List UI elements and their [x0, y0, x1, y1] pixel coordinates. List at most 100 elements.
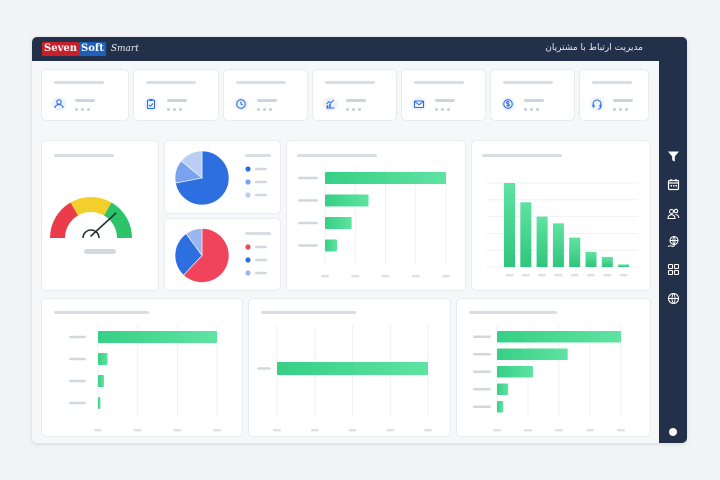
x-tick-placeholder	[505, 274, 514, 277]
kpi-dots	[613, 108, 628, 111]
users-icon[interactable]	[667, 207, 680, 220]
kpi-dots	[524, 108, 539, 111]
y-label-placeholder	[69, 335, 86, 339]
kpi-card[interactable]	[312, 69, 397, 121]
kpi-dots	[257, 108, 272, 111]
gauge-segment	[104, 202, 132, 238]
kpi-card[interactable]	[401, 69, 486, 121]
dollar-icon	[501, 97, 515, 111]
app-window: Seven Soft Smart مدیریت ارتباط با مشتریا…	[32, 37, 687, 443]
logo-part-smart: Smart	[110, 43, 139, 54]
pie-slice	[183, 228, 230, 283]
bar	[618, 264, 630, 267]
gauge-value-placeholder	[84, 249, 116, 254]
kpi-card[interactable]	[579, 69, 649, 121]
x-tick-placeholder	[321, 275, 329, 278]
pie-slice	[180, 150, 203, 179]
x-tick-placeholder	[617, 429, 625, 432]
filter-icon[interactable]	[667, 150, 680, 163]
x-tick-placeholder	[442, 275, 450, 278]
kpi-card[interactable]	[41, 69, 129, 121]
horizontal-bar-chart-2	[69, 325, 221, 432]
bar	[497, 331, 621, 343]
kpi-card[interactable]	[223, 69, 308, 121]
legend-swatch	[245, 166, 251, 172]
logo-part-seven: Seven	[42, 41, 80, 56]
legend-label-placeholder	[255, 180, 267, 184]
legend-swatch	[245, 257, 251, 263]
y-label-placeholder	[69, 357, 86, 361]
y-label-placeholder	[473, 370, 491, 373]
clipboard-icon	[144, 97, 158, 111]
legend-label-placeholder	[255, 193, 267, 197]
card-title-placeholder	[54, 311, 149, 314]
y-label-placeholder	[473, 388, 491, 391]
y-label-placeholder	[298, 176, 318, 180]
gauge-chart	[50, 197, 132, 254]
kpi-title-placeholder	[414, 81, 464, 84]
bar	[585, 251, 597, 267]
card-title-placeholder	[297, 154, 377, 157]
x-tick-placeholder	[94, 429, 102, 432]
bar-card-4	[248, 298, 451, 437]
bar	[98, 331, 217, 343]
calendar-icon[interactable]	[667, 178, 680, 191]
bar	[552, 223, 564, 267]
kpi-title-placeholder	[54, 81, 104, 84]
kpi-title-placeholder	[236, 81, 286, 84]
x-tick-placeholder	[386, 429, 395, 432]
y-label-placeholder	[298, 199, 318, 202]
kpi-dots	[75, 108, 90, 111]
card-title-placeholder	[469, 311, 557, 314]
globe-hand-icon[interactable]	[667, 235, 680, 248]
pie-chart-1	[174, 150, 271, 206]
pie-card-2	[164, 218, 281, 291]
x-tick-placeholder	[348, 429, 357, 432]
legend-label-placeholder	[255, 271, 267, 275]
kpi-value-placeholder	[613, 99, 633, 102]
bar	[497, 366, 533, 378]
mail-icon	[412, 97, 426, 111]
card-title-placeholder	[482, 154, 562, 157]
bar	[325, 217, 352, 229]
pie-card-1	[164, 140, 281, 214]
user-icon	[52, 97, 66, 111]
grid-icon[interactable]	[667, 263, 680, 276]
bar-card-5	[456, 298, 651, 437]
y-label-placeholder	[69, 379, 86, 383]
brand-logo: Seven Soft Smart	[42, 41, 139, 56]
bar-card-2	[471, 140, 651, 291]
kpi-value-placeholder	[346, 99, 366, 102]
kpi-dots	[167, 108, 182, 111]
x-tick-placeholder	[310, 429, 319, 432]
kpi-card[interactable]	[133, 69, 219, 121]
bar	[520, 202, 532, 267]
bar	[325, 194, 369, 207]
bar	[504, 183, 515, 267]
logo-part-soft: Soft	[79, 41, 106, 56]
card-title-placeholder	[261, 311, 356, 314]
legend-label-placeholder	[255, 258, 267, 262]
kpi-value-placeholder	[75, 99, 95, 102]
x-tick-placeholder	[411, 275, 420, 278]
chart-up-icon	[323, 97, 337, 111]
bar	[98, 375, 104, 387]
x-tick-placeholder	[273, 429, 281, 432]
x-tick-placeholder	[524, 429, 532, 432]
gauge-card	[41, 140, 159, 291]
x-tick-placeholder	[213, 429, 221, 432]
kpi-card[interactable]	[490, 69, 575, 121]
horizontal-bar-chart-3	[257, 325, 432, 432]
dashboard-content	[32, 61, 659, 443]
gauge-segment	[50, 202, 78, 238]
top-bar: Seven Soft Smart مدیریت ارتباط با مشتریا…	[32, 37, 687, 61]
legend-title-placeholder	[245, 232, 271, 235]
kpi-title-placeholder	[592, 81, 632, 84]
kpi-value-placeholder	[257, 99, 277, 102]
legend-swatch	[245, 179, 251, 185]
legend-swatch	[245, 192, 251, 198]
legend-label-placeholder	[255, 167, 267, 171]
bar	[497, 401, 504, 413]
globe-icon[interactable]	[667, 292, 680, 305]
pie-chart-2	[174, 228, 271, 283]
